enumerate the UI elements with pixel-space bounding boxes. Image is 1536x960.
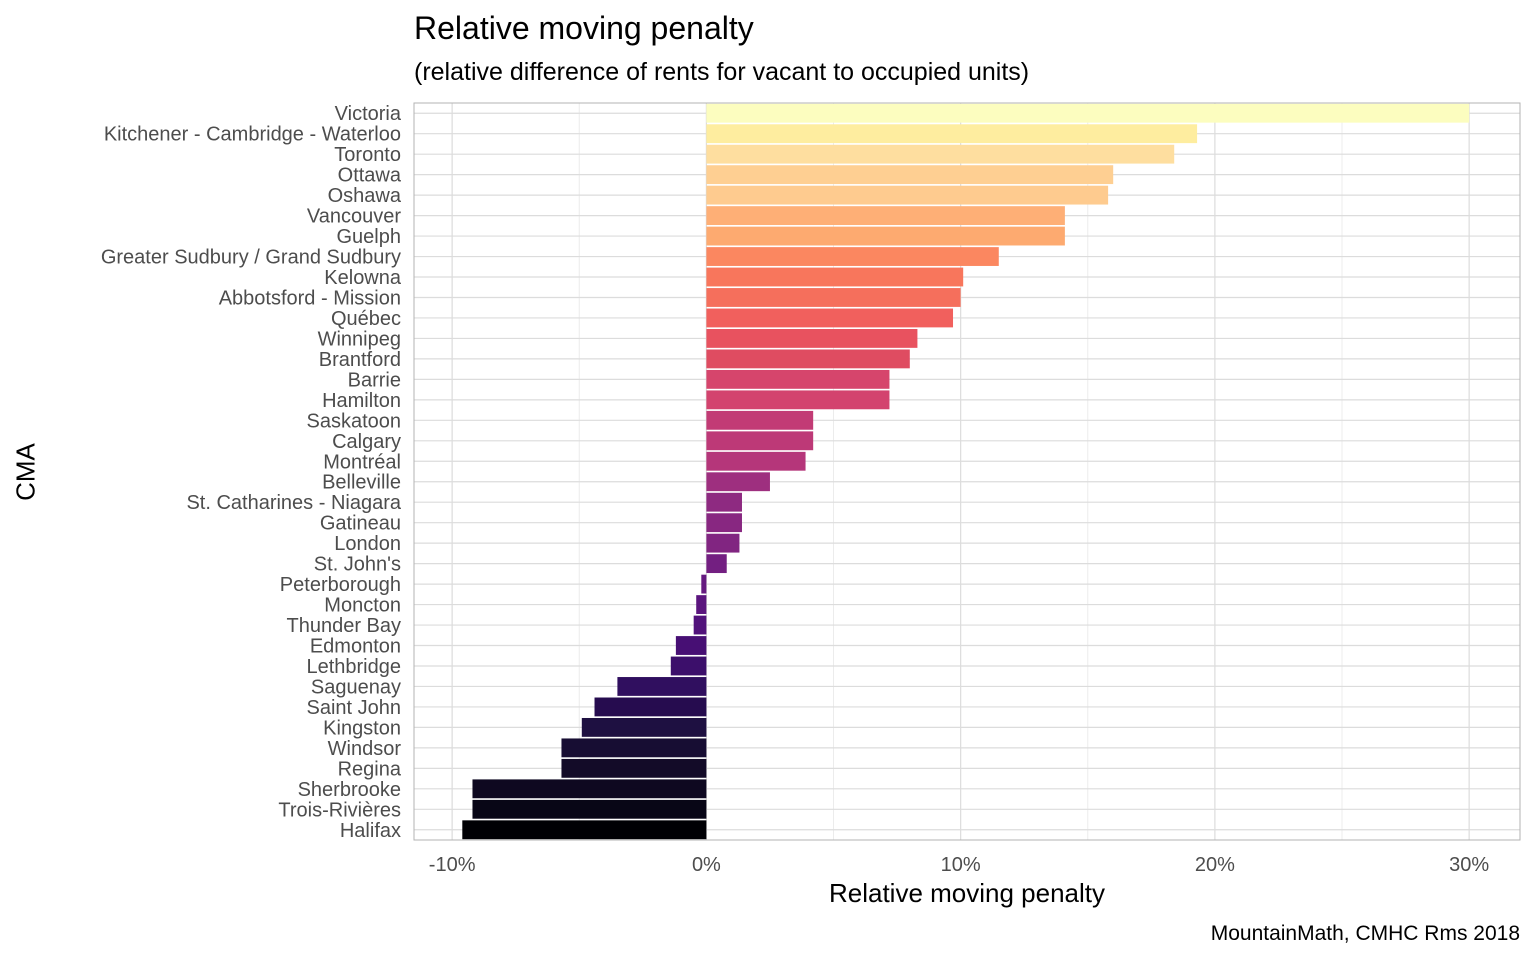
y-tick-label: Barrie <box>348 369 401 391</box>
bar <box>693 615 707 635</box>
bars <box>462 103 1470 840</box>
bar <box>706 554 727 574</box>
bar <box>617 677 707 696</box>
bar <box>462 820 707 840</box>
x-tick-label: 20% <box>1195 854 1235 876</box>
y-tick-label: Peterborough <box>280 574 401 596</box>
chart-caption: MountainMath, CMHC Rms 2018 <box>1210 922 1520 945</box>
bar <box>706 513 742 533</box>
y-axis-label: CMA <box>10 443 41 501</box>
bar <box>706 144 1175 164</box>
y-tick-label: Brantford <box>319 349 401 371</box>
bar <box>472 779 707 799</box>
bar <box>706 410 814 430</box>
y-tick-label: Windsor <box>328 738 402 760</box>
bar <box>706 103 1470 123</box>
y-tick-label: Gatineau <box>320 513 401 535</box>
plot-panel-border <box>413 102 1521 841</box>
x-tick-label: -10% <box>429 854 476 876</box>
bar <box>696 595 707 614</box>
y-tick-label: Victoria <box>335 103 402 125</box>
x-axis-label: Relative moving penalty <box>828 878 1106 908</box>
y-tick-label: Vancouver <box>307 206 401 228</box>
bar <box>472 799 707 819</box>
bar <box>701 574 707 594</box>
bar <box>706 390 890 410</box>
bar <box>706 124 1198 144</box>
bar <box>706 329 918 348</box>
y-tick-label: Ottawa <box>338 165 402 187</box>
bar <box>706 165 1114 185</box>
y-tick-label: Guelph <box>337 226 402 248</box>
bar <box>706 533 740 553</box>
y-tick-label: Halifax <box>340 820 401 842</box>
y-tick-label: Oshawa <box>328 185 402 207</box>
bar <box>706 226 1065 246</box>
x-tick-labels: -10% 0% 10% 20% 30% <box>429 854 1490 876</box>
bar <box>706 308 954 328</box>
y-tick-label: Saint John <box>306 697 401 719</box>
y-tick-label: Kingston <box>323 717 401 739</box>
y-tick-label: Kelowna <box>324 267 402 289</box>
bar <box>706 267 964 287</box>
chart-title: Relative moving penalty <box>414 10 754 46</box>
minor-gridlines <box>578 103 1343 840</box>
y-tick-label: Toronto <box>334 144 401 166</box>
y-tick-label: Thunder Bay <box>286 615 401 637</box>
y-tick-label: Montréal <box>323 451 401 473</box>
y-tick-label: Lethbridge <box>306 656 401 678</box>
bar <box>581 717 707 737</box>
y-tick-label: Abbotsford - Mission <box>219 287 401 309</box>
bar <box>706 472 770 492</box>
bar <box>706 206 1065 226</box>
bar <box>675 636 707 655</box>
bar <box>706 349 910 369</box>
x-tick-label: 30% <box>1449 854 1489 876</box>
bar <box>670 656 707 676</box>
y-tick-label: Québec <box>331 308 401 330</box>
y-tick-label: St. Catharines - Niagara <box>186 492 401 514</box>
y-tick-label: Saskatoon <box>306 410 401 432</box>
y-tick-label: Saguenay <box>311 676 401 698</box>
y-tick-label: Hamilton <box>322 390 401 412</box>
y-tick-label: Kitchener - Cambridge - Waterloo <box>104 124 401 146</box>
y-tick-label: St. John's <box>314 554 401 576</box>
y-tick-label: Moncton <box>324 595 401 617</box>
bar <box>706 431 814 451</box>
y-tick-label: Edmonton <box>310 636 401 658</box>
bar <box>706 185 1109 205</box>
y-tick-label: Trois-Rivières <box>278 799 401 821</box>
chart-subtitle: (relative difference of rents for vacant… <box>414 58 1030 86</box>
bar <box>706 451 806 471</box>
bar <box>594 697 707 717</box>
y-tick-label: Sherbrooke <box>298 779 401 801</box>
bar <box>561 758 707 778</box>
y-tick-label: Regina <box>338 758 402 780</box>
x-tick-label: 0% <box>692 854 721 876</box>
x-tick-label: 10% <box>941 854 981 876</box>
bar <box>706 492 742 512</box>
major-gridlines <box>414 103 1520 840</box>
bar <box>561 738 707 758</box>
y-tick-label: Winnipeg <box>318 328 401 350</box>
y-tick-label: Greater Sudbury / Grand Sudbury <box>101 247 401 269</box>
bar <box>706 369 890 389</box>
y-tick-label: Calgary <box>332 431 401 453</box>
y-tick-label: Belleville <box>322 472 401 494</box>
bar <box>706 247 999 266</box>
y-tick-label: London <box>334 533 401 555</box>
bar <box>706 288 961 307</box>
